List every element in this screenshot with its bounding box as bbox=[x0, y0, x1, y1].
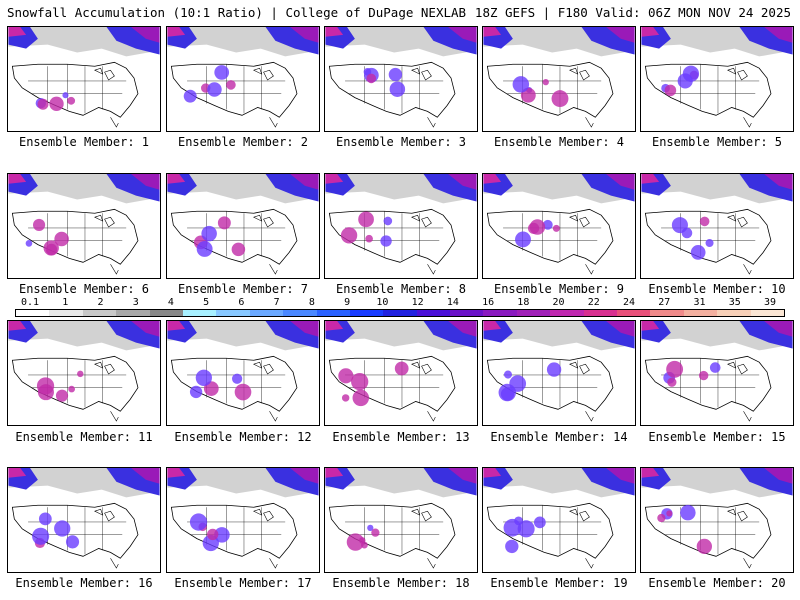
ensemble-member-map bbox=[324, 467, 478, 573]
colorbar-tick-label: 27 bbox=[658, 297, 671, 308]
ensemble-member-label: Ensemble Member: 7 bbox=[177, 282, 309, 296]
colorbar-tick-label: 2 bbox=[97, 297, 104, 308]
ensemble-member-label: Ensemble Member: 5 bbox=[651, 135, 783, 149]
colorbar-swatch bbox=[617, 310, 651, 316]
valid-time: 18Z GEFS | F180 Valid: 06Z MON NOV 24 20… bbox=[474, 5, 791, 20]
colorbar-tick-label: 3 bbox=[132, 297, 139, 308]
ensemble-member-label: Ensemble Member: 1 bbox=[18, 135, 150, 149]
ensemble-member-map bbox=[7, 320, 161, 426]
colorbar-tick-label: 10 bbox=[376, 297, 389, 308]
colorbar-tick-label: 18 bbox=[517, 297, 530, 308]
colorbar-swatch bbox=[116, 310, 150, 316]
ensemble-member-map bbox=[166, 320, 320, 426]
ensemble-member-label: Ensemble Member: 14 bbox=[490, 430, 628, 444]
colorbar-tick-label: 1 bbox=[62, 297, 69, 308]
ensemble-member-map bbox=[482, 320, 636, 426]
colorbar-tick-label: 9 bbox=[344, 297, 351, 308]
ensemble-member-map bbox=[166, 467, 320, 573]
colorbar-tick-label: 12 bbox=[411, 297, 424, 308]
ensemble-member-label: Ensemble Member: 2 bbox=[177, 135, 309, 149]
ensemble-member-label: Ensemble Member: 13 bbox=[332, 430, 470, 444]
ensemble-member-label: Ensemble Member: 12 bbox=[174, 430, 312, 444]
ensemble-member-map bbox=[7, 467, 161, 573]
colorbar-swatch bbox=[550, 310, 584, 316]
ensemble-member-label: Ensemble Member: 19 bbox=[490, 576, 628, 590]
colorbar-swatch bbox=[717, 310, 751, 316]
snowfall-colorbar bbox=[15, 309, 785, 317]
ensemble-member-map bbox=[166, 173, 320, 279]
colorbar-swatch bbox=[283, 310, 317, 316]
colorbar-swatch bbox=[416, 310, 451, 316]
colorbar-swatch bbox=[450, 310, 484, 316]
ensemble-member-label: Ensemble Member: 8 bbox=[335, 282, 467, 296]
colorbar-tick-label: 8 bbox=[308, 297, 315, 308]
ensemble-member-label: Ensemble Member: 10 bbox=[648, 282, 786, 296]
ensemble-member-map bbox=[640, 320, 794, 426]
colorbar-tick-label: 31 bbox=[693, 297, 706, 308]
ensemble-member-map bbox=[482, 26, 636, 132]
colorbar-swatch bbox=[216, 310, 250, 316]
colorbar-swatch bbox=[583, 310, 618, 316]
ensemble-member-label: Ensemble Member: 9 bbox=[493, 282, 625, 296]
ensemble-member-map bbox=[324, 173, 478, 279]
colorbar-swatch bbox=[683, 310, 718, 316]
page-title: Snowfall Accumulation (10:1 Ratio) | Col… bbox=[7, 5, 467, 20]
ensemble-member-map bbox=[324, 320, 478, 426]
colorbar-swatch bbox=[483, 310, 517, 316]
ensemble-member-map bbox=[640, 173, 794, 279]
ensemble-member-label: Ensemble Member: 15 bbox=[648, 430, 786, 444]
colorbar-tick-label: 16 bbox=[482, 297, 495, 308]
ensemble-member-label: Ensemble Member: 18 bbox=[332, 576, 470, 590]
colorbar-swatch bbox=[249, 310, 284, 316]
ensemble-member-label: Ensemble Member: 4 bbox=[493, 135, 625, 149]
colorbar-tick-label: 20 bbox=[552, 297, 565, 308]
ensemble-member-label: Ensemble Member: 16 bbox=[15, 576, 153, 590]
colorbar-tick-label: 7 bbox=[273, 297, 280, 308]
colorbar-swatch bbox=[16, 310, 50, 316]
ensemble-member-map bbox=[482, 173, 636, 279]
ensemble-member-map bbox=[482, 467, 636, 573]
ensemble-member-map bbox=[7, 173, 161, 279]
colorbar-swatch bbox=[82, 310, 117, 316]
colorbar-tick-label: 24 bbox=[623, 297, 636, 308]
ensemble-member-label: Ensemble Member: 20 bbox=[648, 576, 786, 590]
colorbar-tick-label: 35 bbox=[728, 297, 741, 308]
colorbar-swatch bbox=[516, 310, 551, 316]
colorbar-tick-label: 4 bbox=[167, 297, 174, 308]
ensemble-member-label: Ensemble Member: 3 bbox=[335, 135, 467, 149]
ensemble-member-label: Ensemble Member: 6 bbox=[18, 282, 150, 296]
colorbar-swatch bbox=[750, 310, 784, 316]
ensemble-member-map bbox=[640, 26, 794, 132]
ensemble-member-map bbox=[640, 467, 794, 573]
ensemble-member-map bbox=[166, 26, 320, 132]
colorbar-swatch bbox=[650, 310, 684, 316]
ensemble-member-map bbox=[7, 26, 161, 132]
colorbar-swatch bbox=[182, 310, 217, 316]
ensemble-member-label: Ensemble Member: 11 bbox=[15, 430, 153, 444]
ensemble-member-label: Ensemble Member: 17 bbox=[174, 576, 312, 590]
colorbar-swatch bbox=[49, 310, 83, 316]
colorbar-swatch bbox=[383, 310, 417, 316]
colorbar-tick-label: 0.1 bbox=[20, 297, 40, 308]
ensemble-member-map bbox=[324, 26, 478, 132]
colorbar-swatch bbox=[316, 310, 350, 316]
colorbar-tick-label: 5 bbox=[203, 297, 210, 308]
colorbar-tick-label: 22 bbox=[587, 297, 600, 308]
colorbar-tick-label: 39 bbox=[763, 297, 777, 308]
colorbar-tick-label: 14 bbox=[446, 297, 459, 308]
colorbar-swatch bbox=[149, 310, 183, 316]
colorbar-swatch bbox=[349, 310, 384, 316]
colorbar-tick-label: 6 bbox=[238, 297, 245, 308]
